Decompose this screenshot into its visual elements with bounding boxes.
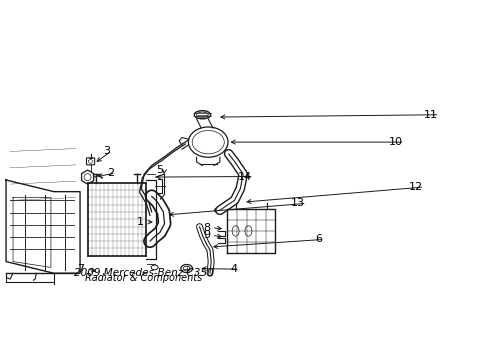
Text: 2: 2	[106, 168, 114, 178]
Text: 1: 1	[137, 217, 144, 227]
Text: 13: 13	[290, 198, 305, 208]
Text: 7: 7	[78, 264, 84, 274]
Text: 4: 4	[230, 264, 237, 274]
Text: 14: 14	[237, 171, 251, 181]
Text: 2009 Mercedes-Benz C350: 2009 Mercedes-Benz C350	[74, 268, 213, 278]
Text: 5: 5	[156, 165, 163, 175]
Text: 9: 9	[203, 230, 209, 240]
Text: 6: 6	[314, 234, 321, 244]
Text: 10: 10	[388, 137, 402, 147]
Text: 11: 11	[423, 110, 437, 120]
Text: 8: 8	[203, 223, 209, 233]
Text: 3: 3	[102, 146, 109, 156]
Text: Radiator & Components: Radiator & Components	[85, 273, 202, 283]
Text: 12: 12	[407, 182, 422, 192]
